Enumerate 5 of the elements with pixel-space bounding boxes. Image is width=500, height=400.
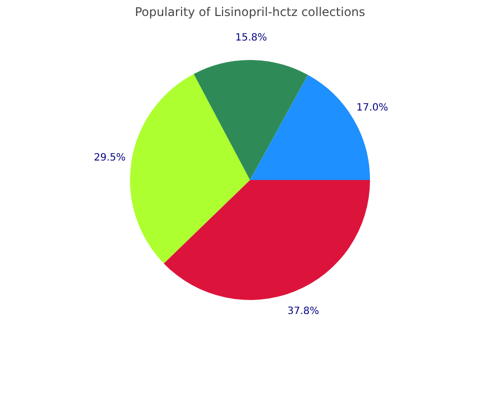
data-label: 15.8% [235, 32, 268, 44]
data-label: 37.8% [287, 306, 320, 318]
data-label: 29.5% [94, 152, 126, 164]
chart-title: Popularity of Lisinopril-hctz collections [134, 5, 366, 20]
data-label: 17.0% [356, 102, 388, 114]
